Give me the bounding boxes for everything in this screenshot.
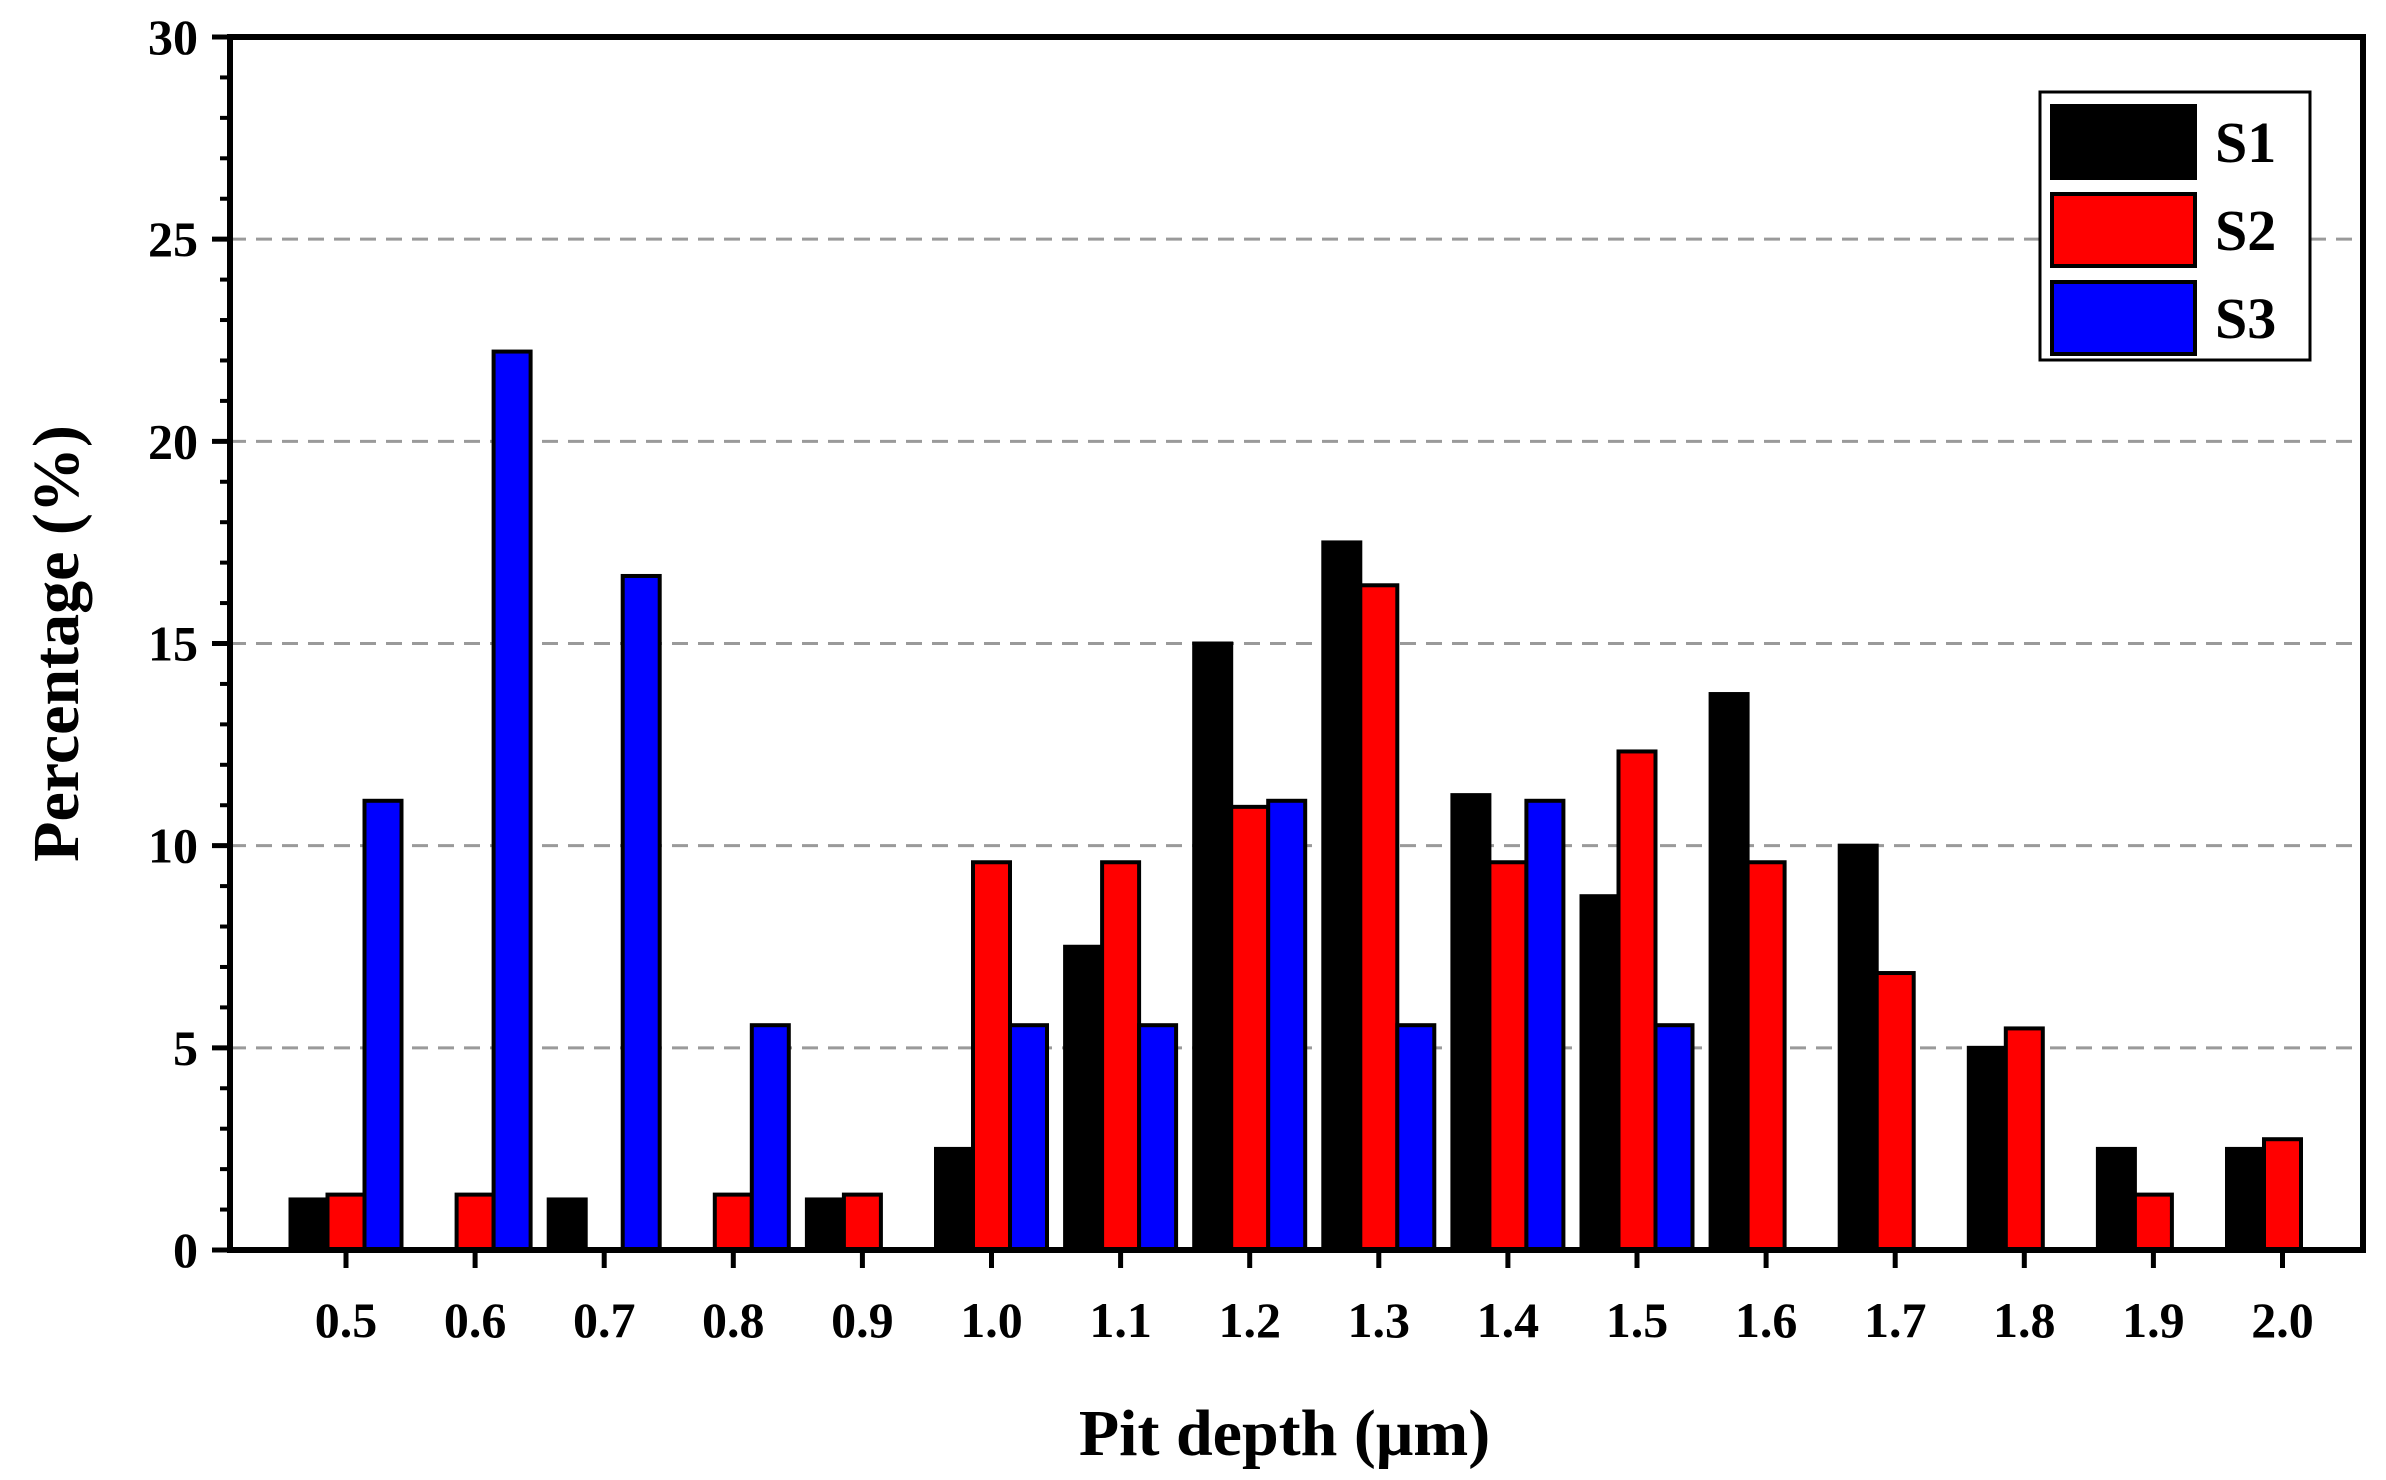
x-tick-label-1.7: 1.7	[1864, 1292, 1927, 1348]
bar-s1-1.3	[1321, 540, 1363, 1252]
bar-s3-0.7	[620, 573, 662, 1252]
bar-s2-1.0	[971, 860, 1012, 1252]
y-tick-label-30: 30	[148, 9, 198, 65]
x-tick-label-1.4: 1.4	[1477, 1292, 1540, 1348]
x-tick-label-0.8: 0.8	[702, 1292, 765, 1348]
bar-s1-1.5	[1579, 894, 1621, 1252]
bar-s3-0.6	[491, 349, 533, 1252]
bar-s3-1.4	[1524, 798, 1566, 1252]
bar-s1-0.7	[546, 1197, 588, 1253]
legend-label-s1: S1	[2215, 110, 2276, 175]
x-tick-label-1.2: 1.2	[1218, 1292, 1281, 1348]
bar-s2-1.6	[1745, 860, 1787, 1252]
bar-s3-1.5	[1653, 1023, 1695, 1252]
bar-s2-1.8	[2003, 1026, 2045, 1252]
x-tick-label-0.6: 0.6	[444, 1292, 507, 1348]
x-axis-title: Pit depth (μm)	[1079, 1397, 1490, 1470]
x-tick-label-1.8: 1.8	[1993, 1292, 2056, 1348]
bar-s3-1.3	[1395, 1023, 1437, 1252]
bar-s1-1.7	[1837, 843, 1879, 1253]
bar-s2-1.2	[1229, 804, 1271, 1252]
x-tick-label-1.9: 1.9	[2122, 1292, 2185, 1348]
bar-s3-1.0	[1008, 1023, 1049, 1252]
bars	[288, 349, 2303, 1253]
bar-s1-1.1	[1063, 944, 1105, 1252]
x-tick-label-2.0: 2.0	[2251, 1292, 2314, 1348]
bar-s2-1.9	[2132, 1192, 2174, 1252]
x-tick-label-0.9: 0.9	[831, 1292, 894, 1348]
legend-label-s2: S2	[2215, 198, 2276, 263]
legend-swatch-s1	[2050, 104, 2197, 180]
y-axis-title: Percentage (%)	[20, 425, 93, 862]
axis-ticks	[212, 34, 2285, 1268]
bar-s2-0.8	[712, 1192, 754, 1252]
bar-s2-1.7	[1874, 971, 1916, 1252]
bar-s3-0.5	[362, 798, 404, 1252]
bar-s2-1.4	[1487, 860, 1529, 1252]
bar-s2-1.3	[1358, 583, 1400, 1252]
bar-s3-1.1	[1137, 1023, 1179, 1252]
legend-swatch-s3	[2050, 280, 2197, 356]
bar-s2-1.5	[1616, 749, 1658, 1252]
bar-s1-1.9	[2095, 1146, 2137, 1252]
bar-s1-1.6	[1708, 692, 1750, 1252]
bar-s3-0.8	[749, 1023, 791, 1252]
legend-swatch-s2	[2050, 192, 2197, 268]
y-tick-label-0: 0	[173, 1222, 198, 1278]
bar-s3-1.2	[1266, 798, 1308, 1252]
x-tick-label-1.3: 1.3	[1348, 1292, 1411, 1348]
y-tick-label-10: 10	[148, 818, 198, 874]
bar-s1-1.8	[1966, 1045, 2008, 1253]
x-tick-label-1.0: 1.0	[960, 1292, 1023, 1348]
bar-s2-2.0	[2262, 1137, 2303, 1252]
bar-s2-0.5	[325, 1192, 367, 1252]
y-tick-label-5: 5	[173, 1020, 198, 1076]
bar-s1-0.5	[288, 1197, 330, 1253]
bar-s1-2.0	[2225, 1146, 2266, 1252]
legend-label-s3: S3	[2215, 286, 2276, 351]
x-tick-label-0.7: 0.7	[573, 1292, 636, 1348]
bar-s1-1.4	[1450, 793, 1492, 1252]
x-tick-label-1.6: 1.6	[1735, 1292, 1798, 1348]
bar-s2-0.9	[841, 1192, 883, 1252]
y-tick-label-20: 20	[148, 413, 198, 469]
bar-s2-1.1	[1100, 860, 1142, 1252]
bar-s1-0.9	[804, 1197, 846, 1253]
y-tick-label-25: 25	[148, 211, 198, 267]
bar-s1-1.2	[1192, 641, 1234, 1252]
y-tick-label-15: 15	[148, 616, 198, 672]
tick-labels: 0 5 10 15 20 25 30 0.5 0.6 0.7 0.8 0.9 1.0 1.1 1.2 1.3 1…	[148, 9, 2314, 1348]
bar-s1-1.0	[934, 1146, 975, 1252]
x-tick-label-1.1: 1.1	[1089, 1292, 1152, 1348]
x-tick-label-0.5: 0.5	[315, 1292, 378, 1348]
x-tick-label-1.5: 1.5	[1606, 1292, 1669, 1348]
bar-s2-0.6	[454, 1192, 496, 1252]
legend: S1 S2 S3	[2038, 90, 2312, 362]
